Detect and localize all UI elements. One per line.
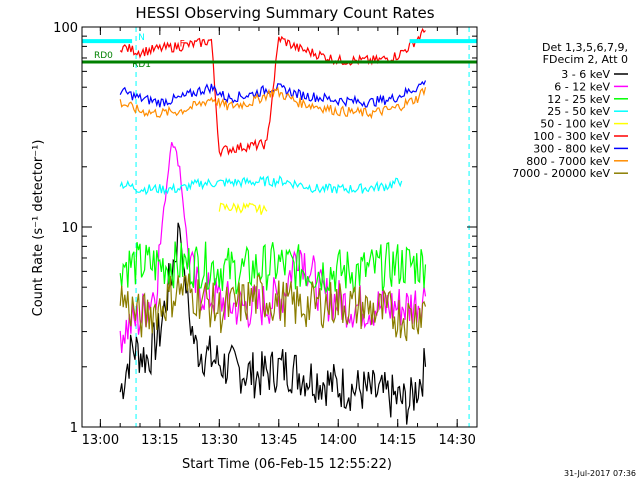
x-tick-label-5: 14:00 bbox=[320, 433, 357, 448]
legend-header-1: Det 1,3,5,6,7,9, bbox=[542, 41, 628, 54]
chart-title: HESSI Observing Summary Count Rates bbox=[135, 4, 434, 22]
legend-label-6: 100 - 300 keV bbox=[533, 130, 610, 143]
y-axis-label: Count Rate (s⁻¹ detector⁻¹) bbox=[31, 140, 46, 317]
series-line-5 bbox=[218, 201, 268, 215]
axis-ticks: 13:00 13:15 13:30 13:45 14:00 14:15 14:30 1 10 10… bbox=[53, 21, 478, 448]
annotation-label-3: N bbox=[138, 33, 145, 43]
legend-label-9: 7000 - 20000 keV bbox=[512, 167, 610, 180]
x-axis-label: Start Time (06-Feb-15 12:55:22) bbox=[182, 457, 392, 472]
series-line-9 bbox=[119, 273, 427, 342]
legend-label-2: 6 - 12 keV bbox=[554, 80, 610, 93]
x-tick-label-2: 13:15 bbox=[141, 433, 178, 448]
x-tick-label-6: 14:15 bbox=[379, 433, 416, 448]
series-line-3 bbox=[119, 241, 427, 295]
x-tick-label-4: 13:45 bbox=[260, 433, 297, 448]
legend-label-5: 50 - 100 keV bbox=[540, 118, 610, 131]
footer-timestamp: 31-Jul-2017 07:36 bbox=[564, 469, 636, 478]
series-line-8 bbox=[119, 86, 427, 120]
annotation-label-4: F bbox=[180, 39, 185, 49]
legend-label-7: 300 - 800 keV bbox=[533, 142, 610, 155]
x-tick-label-7: 14:30 bbox=[438, 433, 475, 448]
legend-label-1: 3 - 6 keV bbox=[561, 68, 610, 81]
legend-header-2: FDecim 2, Att 0 bbox=[543, 53, 628, 66]
x-tick-label-3: 13:30 bbox=[201, 433, 238, 448]
legend-label-4: 25 - 50 keV bbox=[547, 105, 610, 118]
y-tick-label-2: 10 bbox=[61, 221, 78, 236]
legend: Det 1,3,5,6,7,9,FDecim 2, Att 0 3 - 6 keV… bbox=[512, 41, 628, 180]
series-line-2 bbox=[119, 142, 427, 353]
plot-area: RD0 RD1 N F bbox=[82, 27, 477, 427]
annotation-label-2: RD1 bbox=[132, 60, 151, 70]
series-line-4 bbox=[119, 175, 403, 196]
legend-label-8: 800 - 7000 keV bbox=[526, 155, 610, 168]
x-tick-label-1: 13:00 bbox=[82, 433, 119, 448]
legend-label-3: 12 - 25 keV bbox=[547, 93, 610, 106]
y-tick-label-1: 1 bbox=[70, 421, 78, 436]
annotation-label-1: RD0 bbox=[94, 51, 113, 61]
y-tick-label-3: 100 bbox=[53, 21, 78, 36]
